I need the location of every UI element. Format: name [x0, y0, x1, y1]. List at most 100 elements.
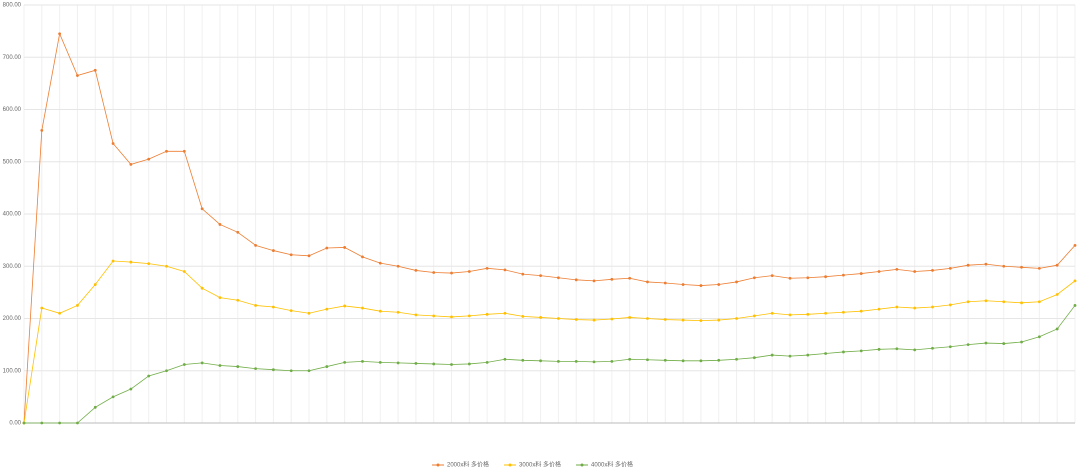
- point: [289, 369, 293, 373]
- point: [307, 311, 311, 315]
- point: [842, 350, 845, 354]
- point: [859, 309, 863, 313]
- point: [913, 270, 917, 273]
- legend-label: 4000x料 多价格: [591, 461, 633, 469]
- point: [58, 311, 62, 315]
- point: [129, 260, 133, 264]
- point: [1073, 279, 1077, 283]
- point: [628, 357, 632, 361]
- point: [610, 359, 614, 363]
- point: [521, 358, 525, 362]
- point: [1002, 264, 1006, 268]
- point: [218, 296, 222, 299]
- point: [432, 314, 436, 318]
- point: [361, 306, 364, 310]
- point: [842, 273, 845, 277]
- point: [467, 314, 471, 318]
- point: [557, 359, 560, 363]
- point: [1020, 340, 1023, 344]
- legend-label: 3000x料 多价格: [519, 461, 561, 469]
- point: [22, 421, 26, 425]
- y-tick-label: 200.00: [3, 316, 22, 322]
- point: [254, 304, 257, 307]
- point: [289, 309, 293, 313]
- point: [984, 341, 988, 345]
- point: [663, 281, 667, 285]
- point: [93, 68, 97, 72]
- point: [948, 266, 952, 270]
- point: [450, 271, 453, 275]
- series-line: [24, 305, 1076, 424]
- point: [752, 356, 756, 360]
- point: [895, 305, 899, 309]
- point: [147, 374, 151, 378]
- point: [40, 421, 44, 425]
- point: [343, 360, 347, 364]
- point: [539, 274, 542, 278]
- legend-marker: [436, 463, 440, 467]
- point: [378, 360, 382, 364]
- point: [663, 318, 667, 321]
- point: [1020, 265, 1023, 269]
- point: [165, 149, 168, 153]
- point: [200, 361, 204, 365]
- point: [574, 278, 578, 282]
- point: [752, 276, 756, 280]
- point: [76, 74, 79, 77]
- point: [182, 270, 186, 273]
- point: [343, 304, 347, 308]
- point: [467, 270, 471, 273]
- point: [1055, 293, 1059, 296]
- point: [93, 283, 97, 286]
- point: [58, 421, 62, 425]
- point: [218, 223, 222, 226]
- y-tick-label: 0.00: [9, 421, 21, 427]
- point: [788, 354, 792, 358]
- point: [485, 266, 489, 270]
- point: [503, 268, 507, 272]
- point: [93, 405, 97, 409]
- point: [236, 230, 240, 234]
- point: [770, 353, 774, 357]
- point: [539, 359, 542, 363]
- point: [76, 304, 79, 307]
- point: [735, 317, 738, 320]
- point: [254, 367, 257, 371]
- point: [824, 311, 828, 315]
- point: [361, 255, 364, 259]
- point: [984, 299, 988, 303]
- point: [788, 276, 792, 280]
- point: [271, 305, 275, 309]
- point: [40, 306, 44, 310]
- point: [877, 307, 881, 311]
- point: [1037, 300, 1041, 304]
- point: [806, 276, 810, 280]
- point: [1073, 243, 1077, 247]
- series-line: [23, 260, 1076, 424]
- point: [646, 358, 649, 362]
- point: [824, 352, 828, 355]
- point: [1073, 304, 1077, 307]
- point: [1055, 327, 1059, 331]
- point: [58, 32, 62, 36]
- point: [770, 311, 774, 315]
- point: [824, 275, 828, 279]
- point: [521, 272, 525, 276]
- point: [1002, 342, 1006, 345]
- point: [182, 149, 186, 153]
- point: [450, 363, 453, 366]
- point: [432, 362, 436, 366]
- point: [503, 357, 507, 361]
- point: [806, 353, 810, 357]
- point: [592, 318, 596, 322]
- point: [325, 365, 329, 368]
- point: [557, 276, 560, 280]
- y-tick-label: 100.00: [3, 368, 22, 374]
- point: [414, 313, 418, 317]
- point: [485, 312, 489, 316]
- point: [859, 272, 863, 275]
- point: [414, 269, 418, 272]
- point: [40, 129, 44, 132]
- point: [325, 246, 329, 250]
